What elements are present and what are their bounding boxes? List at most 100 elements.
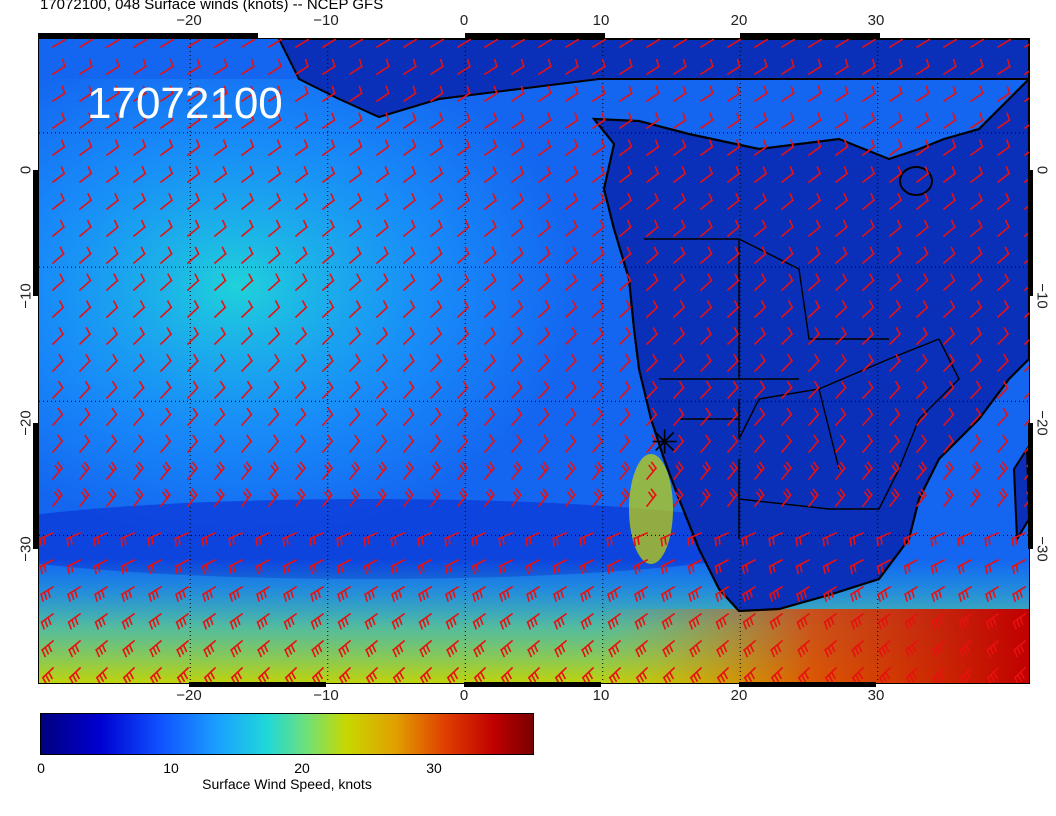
wind-barb-shaft bbox=[797, 666, 811, 679]
wind-barb-feather bbox=[628, 85, 633, 95]
wind-barb-feather bbox=[418, 621, 424, 630]
wind-barb-feather bbox=[189, 464, 196, 473]
wind-barb-shaft bbox=[591, 333, 605, 346]
wind-barb-feather bbox=[56, 461, 64, 470]
wind-barb-feather bbox=[290, 643, 296, 653]
wind-barb bbox=[915, 58, 930, 76]
wind-barb bbox=[121, 612, 136, 630]
wind-barb-feather bbox=[907, 591, 912, 600]
wind-barb-feather bbox=[701, 491, 709, 500]
wind-barb-feather bbox=[282, 537, 286, 547]
wind-barb-shaft bbox=[1023, 312, 1029, 319]
wind-barb-shaft bbox=[429, 440, 442, 454]
wind-barb bbox=[240, 39, 256, 49]
wind-barb-shaft bbox=[996, 172, 1011, 184]
wind-barb-feather bbox=[556, 591, 561, 600]
wind-barb-feather bbox=[695, 616, 700, 626]
wind-barb-feather bbox=[370, 589, 375, 598]
map-panel[interactable]: 17072100 bbox=[38, 38, 1030, 684]
wind-barb bbox=[753, 39, 769, 49]
wind-barb-shaft bbox=[553, 612, 568, 624]
wind-barb-shaft bbox=[834, 413, 847, 427]
wind-barb-feather bbox=[705, 380, 712, 389]
wind-barb bbox=[105, 327, 119, 346]
wind-barb-feather bbox=[498, 537, 502, 547]
wind-barb bbox=[915, 353, 928, 373]
wind-barb bbox=[716, 639, 730, 658]
wind-barb-shaft bbox=[942, 333, 956, 346]
wind-barb-feather bbox=[165, 407, 172, 416]
wind-barb-shaft bbox=[699, 413, 712, 427]
lat-tick-right-1: 0 bbox=[1033, 165, 1051, 175]
wind-barb-feather bbox=[687, 537, 691, 547]
wind-barb-feather bbox=[708, 192, 714, 202]
wind-barb-feather bbox=[74, 671, 81, 680]
wind-barb-shaft bbox=[672, 39, 688, 49]
wind-barb-shaft bbox=[294, 440, 307, 454]
wind-barb bbox=[78, 192, 93, 211]
wind-barb-feather bbox=[599, 219, 605, 229]
wind-barb bbox=[267, 192, 282, 211]
wind-barb-feather bbox=[58, 300, 65, 309]
wind-barb-feather bbox=[284, 648, 290, 658]
wind-barb bbox=[932, 666, 946, 683]
wind-barb-shaft bbox=[51, 252, 65, 265]
wind-barb-feather bbox=[491, 219, 497, 229]
wind-barb-feather bbox=[357, 192, 363, 202]
wind-barb bbox=[834, 407, 847, 427]
wind-barb-feather bbox=[844, 112, 849, 122]
wind-barb bbox=[564, 219, 578, 238]
wind-barb bbox=[429, 192, 444, 211]
wind-barb-feather bbox=[68, 648, 74, 658]
wind-barb-feather bbox=[505, 589, 510, 598]
wind-barb bbox=[888, 246, 902, 265]
wind-barb bbox=[93, 558, 109, 575]
wind-barb-feather bbox=[316, 589, 321, 598]
wind-barb-shaft bbox=[294, 252, 308, 265]
wind-barb-shaft bbox=[769, 612, 784, 624]
wind-barb bbox=[132, 219, 146, 238]
frame-edge-bar-left-1 bbox=[33, 170, 38, 296]
wind-barb-shaft bbox=[283, 612, 298, 624]
wind-barb bbox=[294, 273, 308, 292]
wind-barb-feather bbox=[731, 488, 738, 497]
wind-barb-feather bbox=[235, 589, 240, 598]
lon-tick-top-2: −10 bbox=[313, 12, 339, 29]
wind-barb-shaft bbox=[753, 92, 768, 103]
wind-barb-feather bbox=[114, 192, 120, 202]
wind-barb-shaft bbox=[348, 493, 360, 508]
wind-barb-shaft bbox=[240, 413, 253, 427]
wind-barb-feather bbox=[979, 58, 984, 68]
wind-barb-shaft bbox=[645, 359, 658, 373]
wind-barb bbox=[78, 273, 92, 292]
wind-barb bbox=[402, 380, 415, 400]
wind-barb bbox=[969, 300, 983, 319]
wind-barb bbox=[807, 246, 821, 265]
wind-barb-shaft bbox=[78, 467, 91, 481]
wind-barb-shaft bbox=[537, 413, 550, 427]
wind-barb bbox=[402, 112, 417, 130]
wind-barb-shaft bbox=[1023, 499, 1029, 508]
wind-barb-feather bbox=[202, 621, 208, 630]
wind-barb bbox=[807, 85, 822, 103]
wind-barb-feather bbox=[88, 58, 93, 68]
wind-barb-feather bbox=[553, 593, 558, 603]
wind-barb bbox=[795, 531, 811, 547]
wind-barb-feather bbox=[965, 643, 971, 653]
wind-barb bbox=[294, 85, 309, 103]
wind-barb-shaft bbox=[186, 493, 198, 508]
wind-barb-feather bbox=[98, 646, 104, 655]
wind-barb-shaft bbox=[687, 558, 703, 568]
wind-barb-shaft bbox=[294, 333, 308, 346]
wind-barb-feather bbox=[194, 273, 200, 282]
wind-barb-feather bbox=[418, 593, 423, 603]
wind-barb-feather bbox=[706, 353, 712, 363]
wind-barb bbox=[959, 666, 973, 683]
wind-barb-shaft bbox=[348, 440, 361, 454]
wind-barb-feather bbox=[140, 246, 146, 255]
wind-barb-shaft bbox=[267, 493, 279, 508]
wind-barb-shaft bbox=[159, 145, 174, 157]
wind-barb-shaft bbox=[942, 493, 954, 508]
wind-barb bbox=[942, 219, 956, 238]
wind-barb bbox=[861, 58, 876, 76]
